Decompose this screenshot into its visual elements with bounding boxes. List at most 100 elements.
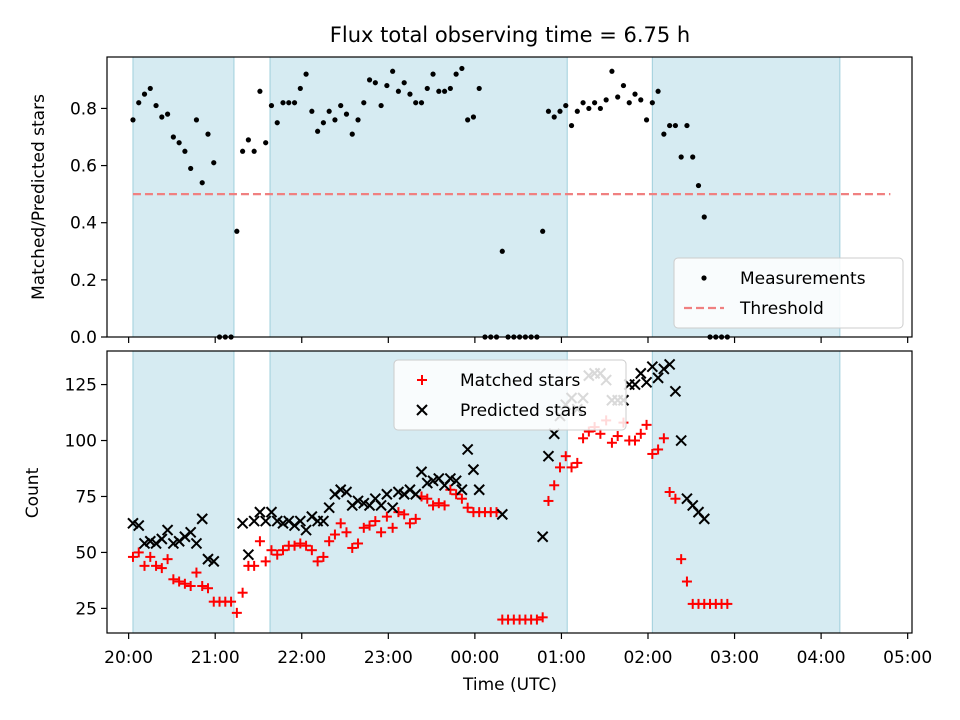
measurement-point (395, 88, 402, 94)
measurement-point (268, 102, 275, 109)
predicted-stars-point (184, 526, 197, 538)
predicted-stars-point (646, 360, 659, 373)
matched-stars-point (179, 578, 190, 589)
legend-predicted-label: Predicted stars (460, 401, 587, 421)
predicted-stars-point (254, 506, 266, 518)
matched-stars-point (641, 419, 652, 430)
measurement-point (413, 100, 419, 106)
matched-stars-point (312, 556, 323, 567)
predicted-stars-point (161, 524, 174, 536)
x-tick-label: 23:00 (364, 648, 413, 668)
measurement-point (211, 160, 217, 166)
matched-stars-point (537, 612, 548, 623)
measurement-point (649, 100, 655, 106)
matched-stars-point (635, 428, 646, 439)
matched-stars-point (237, 587, 248, 598)
bottom-panel: 25 50 75 100 125 20:00 21:00 22:00 23:00 00:00 01:… (65, 350, 932, 668)
matched-stars-point (370, 516, 381, 527)
legend-measurements-marker (701, 275, 707, 281)
predicted-stars-point (675, 434, 687, 447)
measurement-point (182, 148, 188, 154)
measurement-point (147, 85, 153, 92)
predicted-stars-point (536, 531, 549, 543)
measurement-point (234, 228, 240, 234)
measurement-point (257, 88, 263, 94)
measurement-point (684, 122, 690, 129)
matched-stars-point (341, 527, 352, 538)
measurement-point (476, 85, 482, 92)
measurement-point (667, 122, 673, 129)
measurement-point (384, 82, 390, 89)
measurement-point (297, 85, 303, 92)
matched-stars-point (560, 451, 571, 462)
matched-stars-point (162, 554, 173, 565)
measurement-point (366, 77, 373, 83)
matched-stars-point (387, 522, 398, 533)
matched-stars-point (197, 581, 208, 591)
legend-threshold-label: Threshold (739, 299, 824, 319)
measurement-point (459, 65, 465, 72)
predicted-stars-point (629, 378, 641, 391)
measurement-point (176, 140, 182, 146)
measurement-point (326, 108, 332, 114)
predicted-stars-point (473, 484, 485, 496)
measurement-point (240, 148, 246, 154)
predicted-stars-point (450, 475, 462, 487)
matched-stars-point (306, 545, 317, 556)
x-tick-label: 04:00 (797, 648, 846, 668)
matched-stars-point (456, 493, 467, 504)
measurement-point (263, 140, 269, 146)
predicted-stars-point (410, 488, 422, 500)
matched-stars-point (254, 536, 265, 547)
measurement-point (170, 134, 176, 140)
legend-box (673, 257, 904, 329)
predicted-stars-point (542, 450, 555, 462)
matched-stars-point (289, 540, 300, 551)
measurement-point (130, 117, 136, 123)
measurement-point (661, 131, 667, 137)
predicted-stars-point (236, 517, 249, 530)
matched-stars-point (202, 583, 213, 594)
measurement-point (499, 248, 505, 254)
bottom-axes-frame (106, 350, 913, 634)
matched-stars-point (347, 542, 358, 553)
predicted-stars-point (208, 555, 220, 568)
bottom-legend: Matched stars Predicted stars (393, 359, 627, 431)
matched-stars-point (376, 527, 387, 538)
measurement-point (199, 180, 205, 186)
matched-stars-point (428, 500, 439, 511)
measurement-point (430, 71, 436, 77)
measurement-point (291, 100, 298, 106)
matched-stars-point (531, 614, 542, 625)
matched-stars-point (722, 598, 733, 609)
measurement-point (372, 80, 378, 86)
measurement-point (563, 102, 569, 109)
matched-stars-point (399, 509, 410, 520)
predicted-stars-point (133, 519, 145, 532)
measurement-point (557, 108, 563, 114)
measurement-point (193, 117, 200, 123)
measurement-point (540, 228, 546, 234)
matched-stars-point (301, 540, 312, 551)
x-tick-label: 21:00 (191, 648, 240, 668)
matched-stars-point (445, 484, 456, 495)
predicted-stars-point (294, 515, 307, 527)
measurement-point (643, 117, 650, 123)
matched-stars-point (185, 581, 196, 591)
matched-stars-point (127, 551, 138, 562)
predicted-stars-point (375, 499, 387, 512)
measurement-point (545, 108, 552, 114)
measurement-point (424, 85, 430, 92)
measurement-point (274, 120, 280, 126)
predicted-stars-point (323, 501, 335, 514)
matched-stars-point (670, 493, 681, 504)
matched-stars-point (410, 513, 421, 524)
matched-stars-point (174, 576, 185, 587)
measurement-point (245, 137, 251, 143)
matched-stars-point (381, 511, 392, 522)
matched-stars-point (335, 518, 346, 529)
measurement-point (678, 154, 684, 160)
measurement-point (188, 165, 194, 172)
x-tick-label: 00:00 (450, 648, 499, 668)
